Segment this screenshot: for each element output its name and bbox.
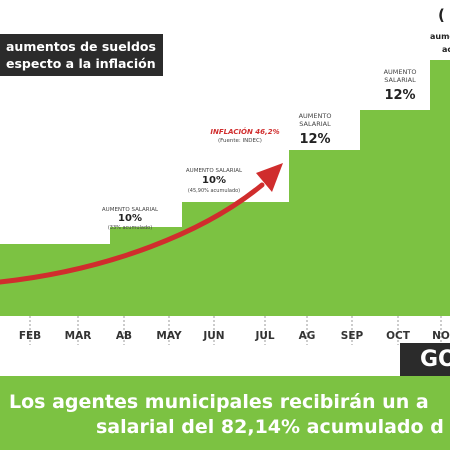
step-2-note: (45,90% acumulado) [188, 188, 240, 194]
salary-area-fill [0, 60, 450, 316]
inflation-arrow-line [0, 182, 265, 285]
top-right-fragment-1: ( [438, 6, 445, 24]
tick-jul: JUL [254, 330, 274, 342]
tick-sep: SEP [341, 330, 364, 342]
tick-ag: AG [299, 330, 316, 342]
inflation-arrow [0, 163, 283, 285]
inflation-source: (Fuente: INDEC) [218, 138, 262, 144]
month-grid [29, 316, 442, 345]
inflation-label: INFLACIÓN 46,2% [210, 127, 279, 136]
chart-title-box: aumentos de sueldos especto a la inflaci… [0, 34, 163, 76]
step-1-note: (33% acumulado) [108, 225, 152, 231]
step-4-label-line1: AUMENTO [384, 68, 417, 76]
tick-may: MAY [156, 330, 182, 342]
step-2-label: AUMENTO SALARIAL [186, 168, 243, 174]
salary-step-area [0, 60, 450, 316]
headline-line1: Los agentes municipales recibirán un a [9, 391, 429, 413]
step-4-label-line2: SALARIAL [384, 76, 416, 84]
tick-mar: MAR [65, 330, 92, 342]
headline-banner: Los agentes municipales recibirán un a s… [0, 376, 450, 450]
headline-line2: salarial del 82,14% acumulado d [96, 416, 444, 438]
tick-jun: JUN [202, 330, 224, 342]
inflation-arrow-head [256, 163, 283, 192]
top-right-fragment-3: ac [442, 45, 450, 54]
step-3-label-line2: SALARIAL [299, 120, 331, 128]
chart-title-line2: especto a la inflación [6, 56, 156, 71]
tick-no: NO [432, 330, 450, 342]
step-1-label: AUMENTO SALARIAL [102, 207, 159, 213]
step-1-percent: 10% [118, 213, 142, 224]
step-2-percent: 10% [202, 175, 226, 186]
step-4-percent: 12% [384, 88, 415, 103]
tick-ab: AB [116, 330, 132, 342]
chart-title-line1: aumentos de sueldos [6, 39, 156, 54]
tick-feb: FEB [19, 330, 41, 342]
step-3-percent: 12% [299, 132, 330, 147]
government-label: GO [400, 343, 450, 376]
tick-oct: OCT [386, 330, 411, 342]
month-axis: FEB MAR AB MAY JUN JUL AG SEP OCT NO [19, 330, 450, 342]
top-right-fragment-2: aumen [430, 32, 450, 41]
step-3-label-line1: AUMENTO [299, 112, 332, 120]
